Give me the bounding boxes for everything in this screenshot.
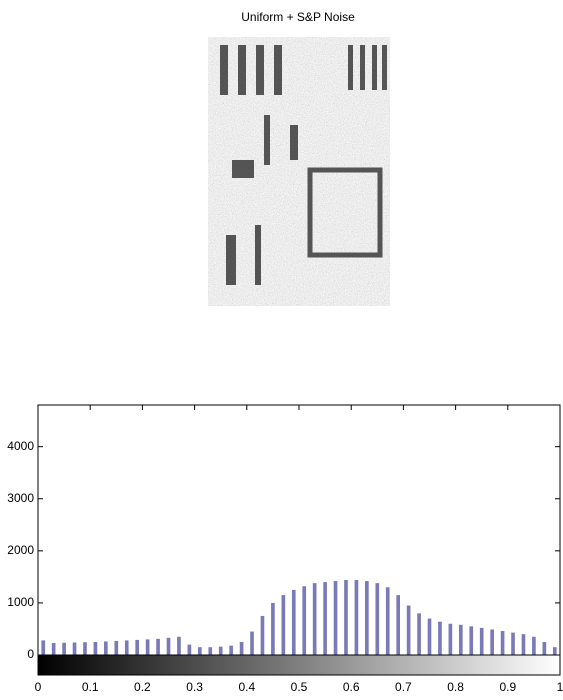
x-tick-label: 0.6 [343,680,360,694]
bar [542,641,547,655]
bar [208,647,213,655]
bar [552,647,557,655]
bar [62,642,66,655]
x-tick-label: 0 [35,680,42,694]
y-tick-label: 0 [27,647,34,661]
bar [72,642,77,655]
x-tick-label: 0.5 [291,680,308,694]
bar [271,602,275,655]
bar [239,641,244,655]
bar [114,640,119,655]
bar [145,639,150,655]
bar [438,621,442,655]
bar [521,634,526,655]
bar [333,581,338,655]
bar [479,627,484,655]
chart-title: Uniform + S&P Noise [241,10,355,24]
bar [250,631,254,655]
bar [187,644,192,655]
noisy-image [208,37,390,306]
plot-frame [37,404,561,656]
x-tick-label: 0.1 [82,680,99,694]
bar [312,583,317,655]
bar [104,641,108,655]
bar [365,581,369,655]
bar [166,637,171,655]
bar [302,586,307,655]
bar [93,641,98,655]
y-tick-label: 1000 [7,595,34,609]
bar [281,595,286,655]
bar [51,643,56,655]
bar [385,587,390,655]
x-tick-label: 0.3 [186,680,203,694]
bar [197,647,202,655]
bar [406,605,411,655]
bar [41,640,46,655]
bar [375,583,380,655]
bar [229,645,233,655]
bar [458,624,463,655]
bar [427,618,432,655]
x-tick-label: 0.2 [134,680,151,694]
bar [177,636,181,655]
x-tick-label: 0.8 [447,680,464,694]
bar [417,613,421,655]
bar [135,639,140,655]
bar [291,589,296,655]
x-tick-label: 1 [557,680,563,694]
bar [532,636,536,655]
bar [156,638,160,655]
bar [500,631,505,655]
histogram: 0 1000 2000 3000 4000 0 0.1 0.2 0.3 0.4 0.5 0.6 0.7 0… [7,404,563,694]
y-tick-label: 4000 [7,439,34,453]
x-tick-label: 0.4 [238,680,255,694]
y-tick-label: 3000 [7,491,34,505]
bar [469,626,474,655]
bar [511,632,515,655]
bar [396,595,401,655]
bar [124,640,129,655]
bar [448,623,453,655]
bar [323,582,327,655]
bar [83,642,87,655]
x-tick-label: 0.9 [499,680,516,694]
bar [218,646,223,655]
bar [354,580,359,655]
bar [260,615,265,655]
y-tick-label: 2000 [7,543,34,557]
bar [490,629,494,655]
x-tick-label: 0.7 [395,680,412,694]
bar [344,580,348,655]
colorbar [37,654,561,676]
